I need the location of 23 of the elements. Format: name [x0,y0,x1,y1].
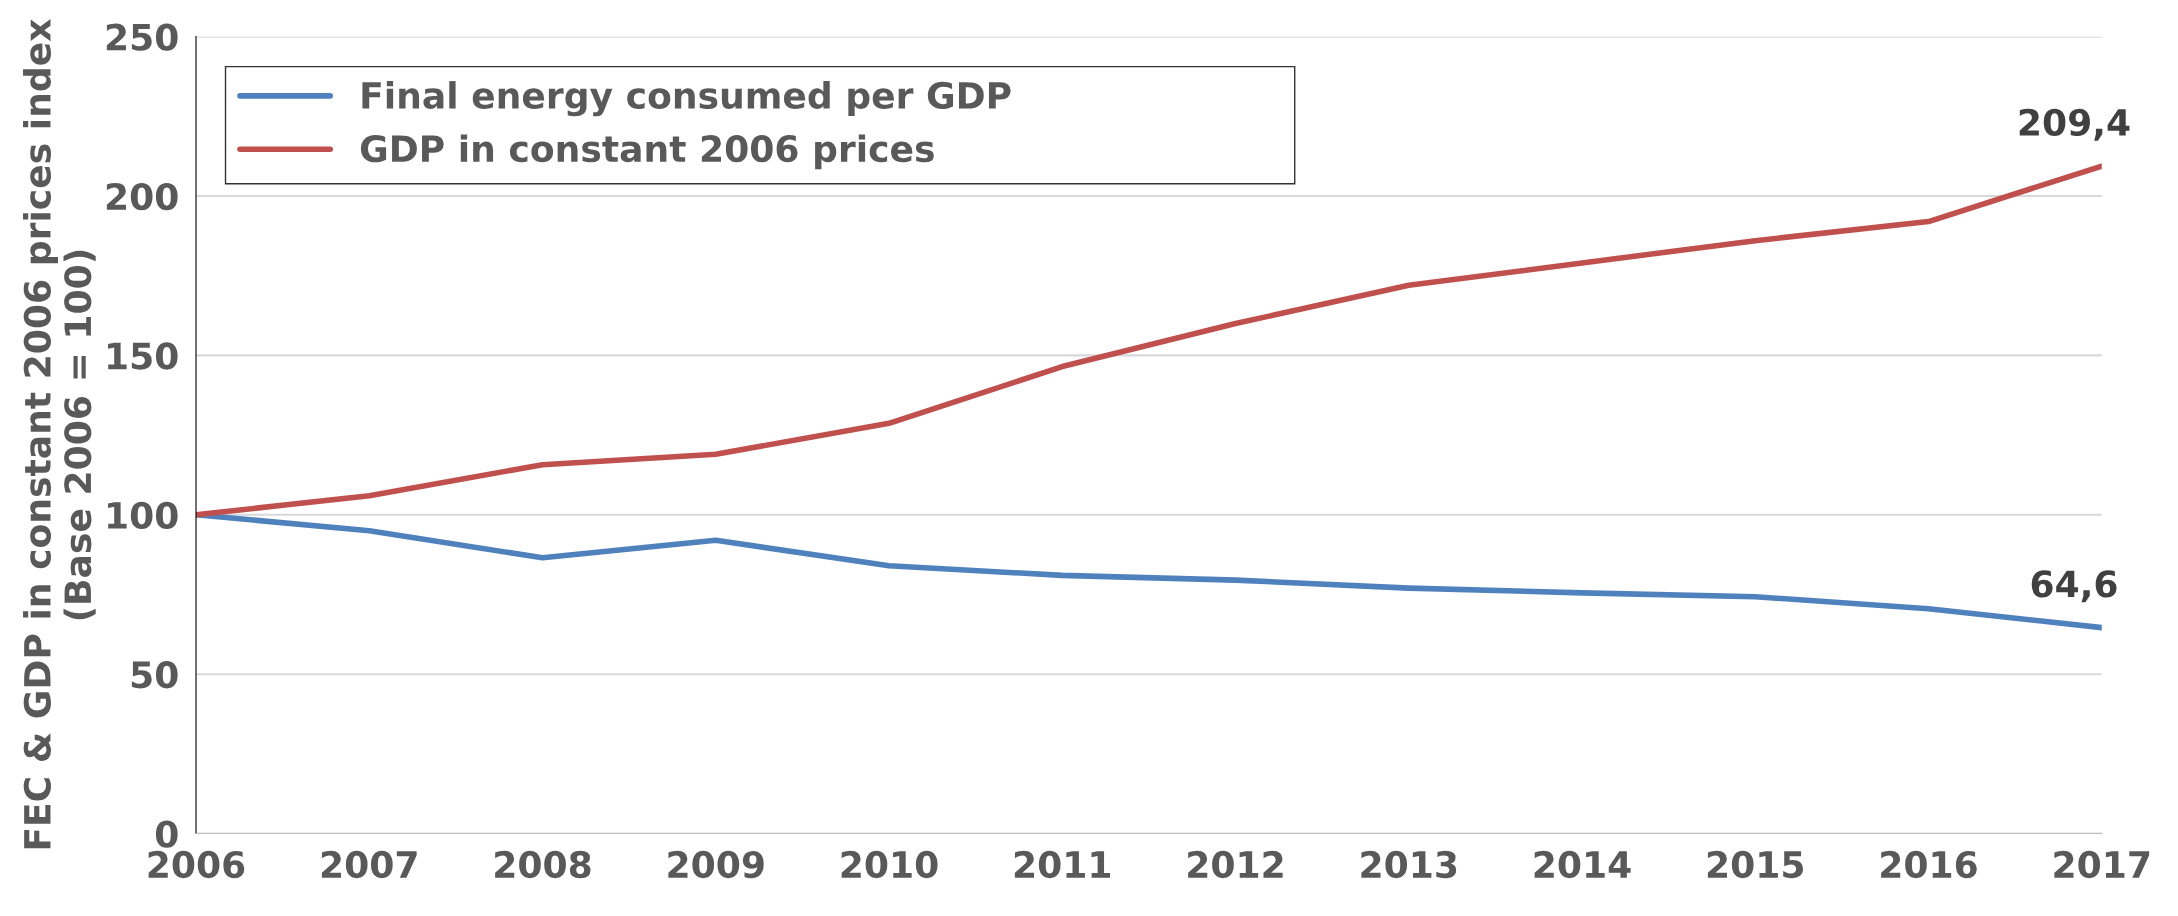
y-tick-label: 100 [108,501,178,530]
y-tick-label: 50 [131,661,178,689]
legend-label: Final energy consumed per GDP [362,81,1011,117]
x-tick-label: 2016 [1881,850,1977,879]
x-tick-label: 2009 [668,850,764,879]
x-tick-label: 2017 [2054,850,2150,879]
x-tick-label: 2006 [148,850,245,879]
data-label: 209,4 [2019,108,2130,141]
x-tick-label: 2013 [1361,850,1457,879]
x-tick-label: 2007 [321,850,417,879]
x-tick-label: 2015 [1707,850,1803,879]
x-tick-label: 2008 [495,850,591,879]
x-tick-label: 2012 [1188,850,1283,879]
x-tick-label: 2014 [1534,850,1631,879]
y-tick-label: 150 [108,342,178,370]
x-tick-label: 2010 [841,850,938,879]
x-tick-label: 2011 [1014,850,1111,879]
y-axis-title: FEC & GDP in constant 2006 prices index (Base 2006 = 100) [23,19,96,849]
y-tick-label: 250 [106,23,178,51]
y-tick-label: 200 [106,182,178,211]
data-label: 64,6 [2031,570,2117,603]
y-tick-label: 0 [155,820,178,848]
legend-label: GDP in constant 2006 prices [360,134,934,170]
